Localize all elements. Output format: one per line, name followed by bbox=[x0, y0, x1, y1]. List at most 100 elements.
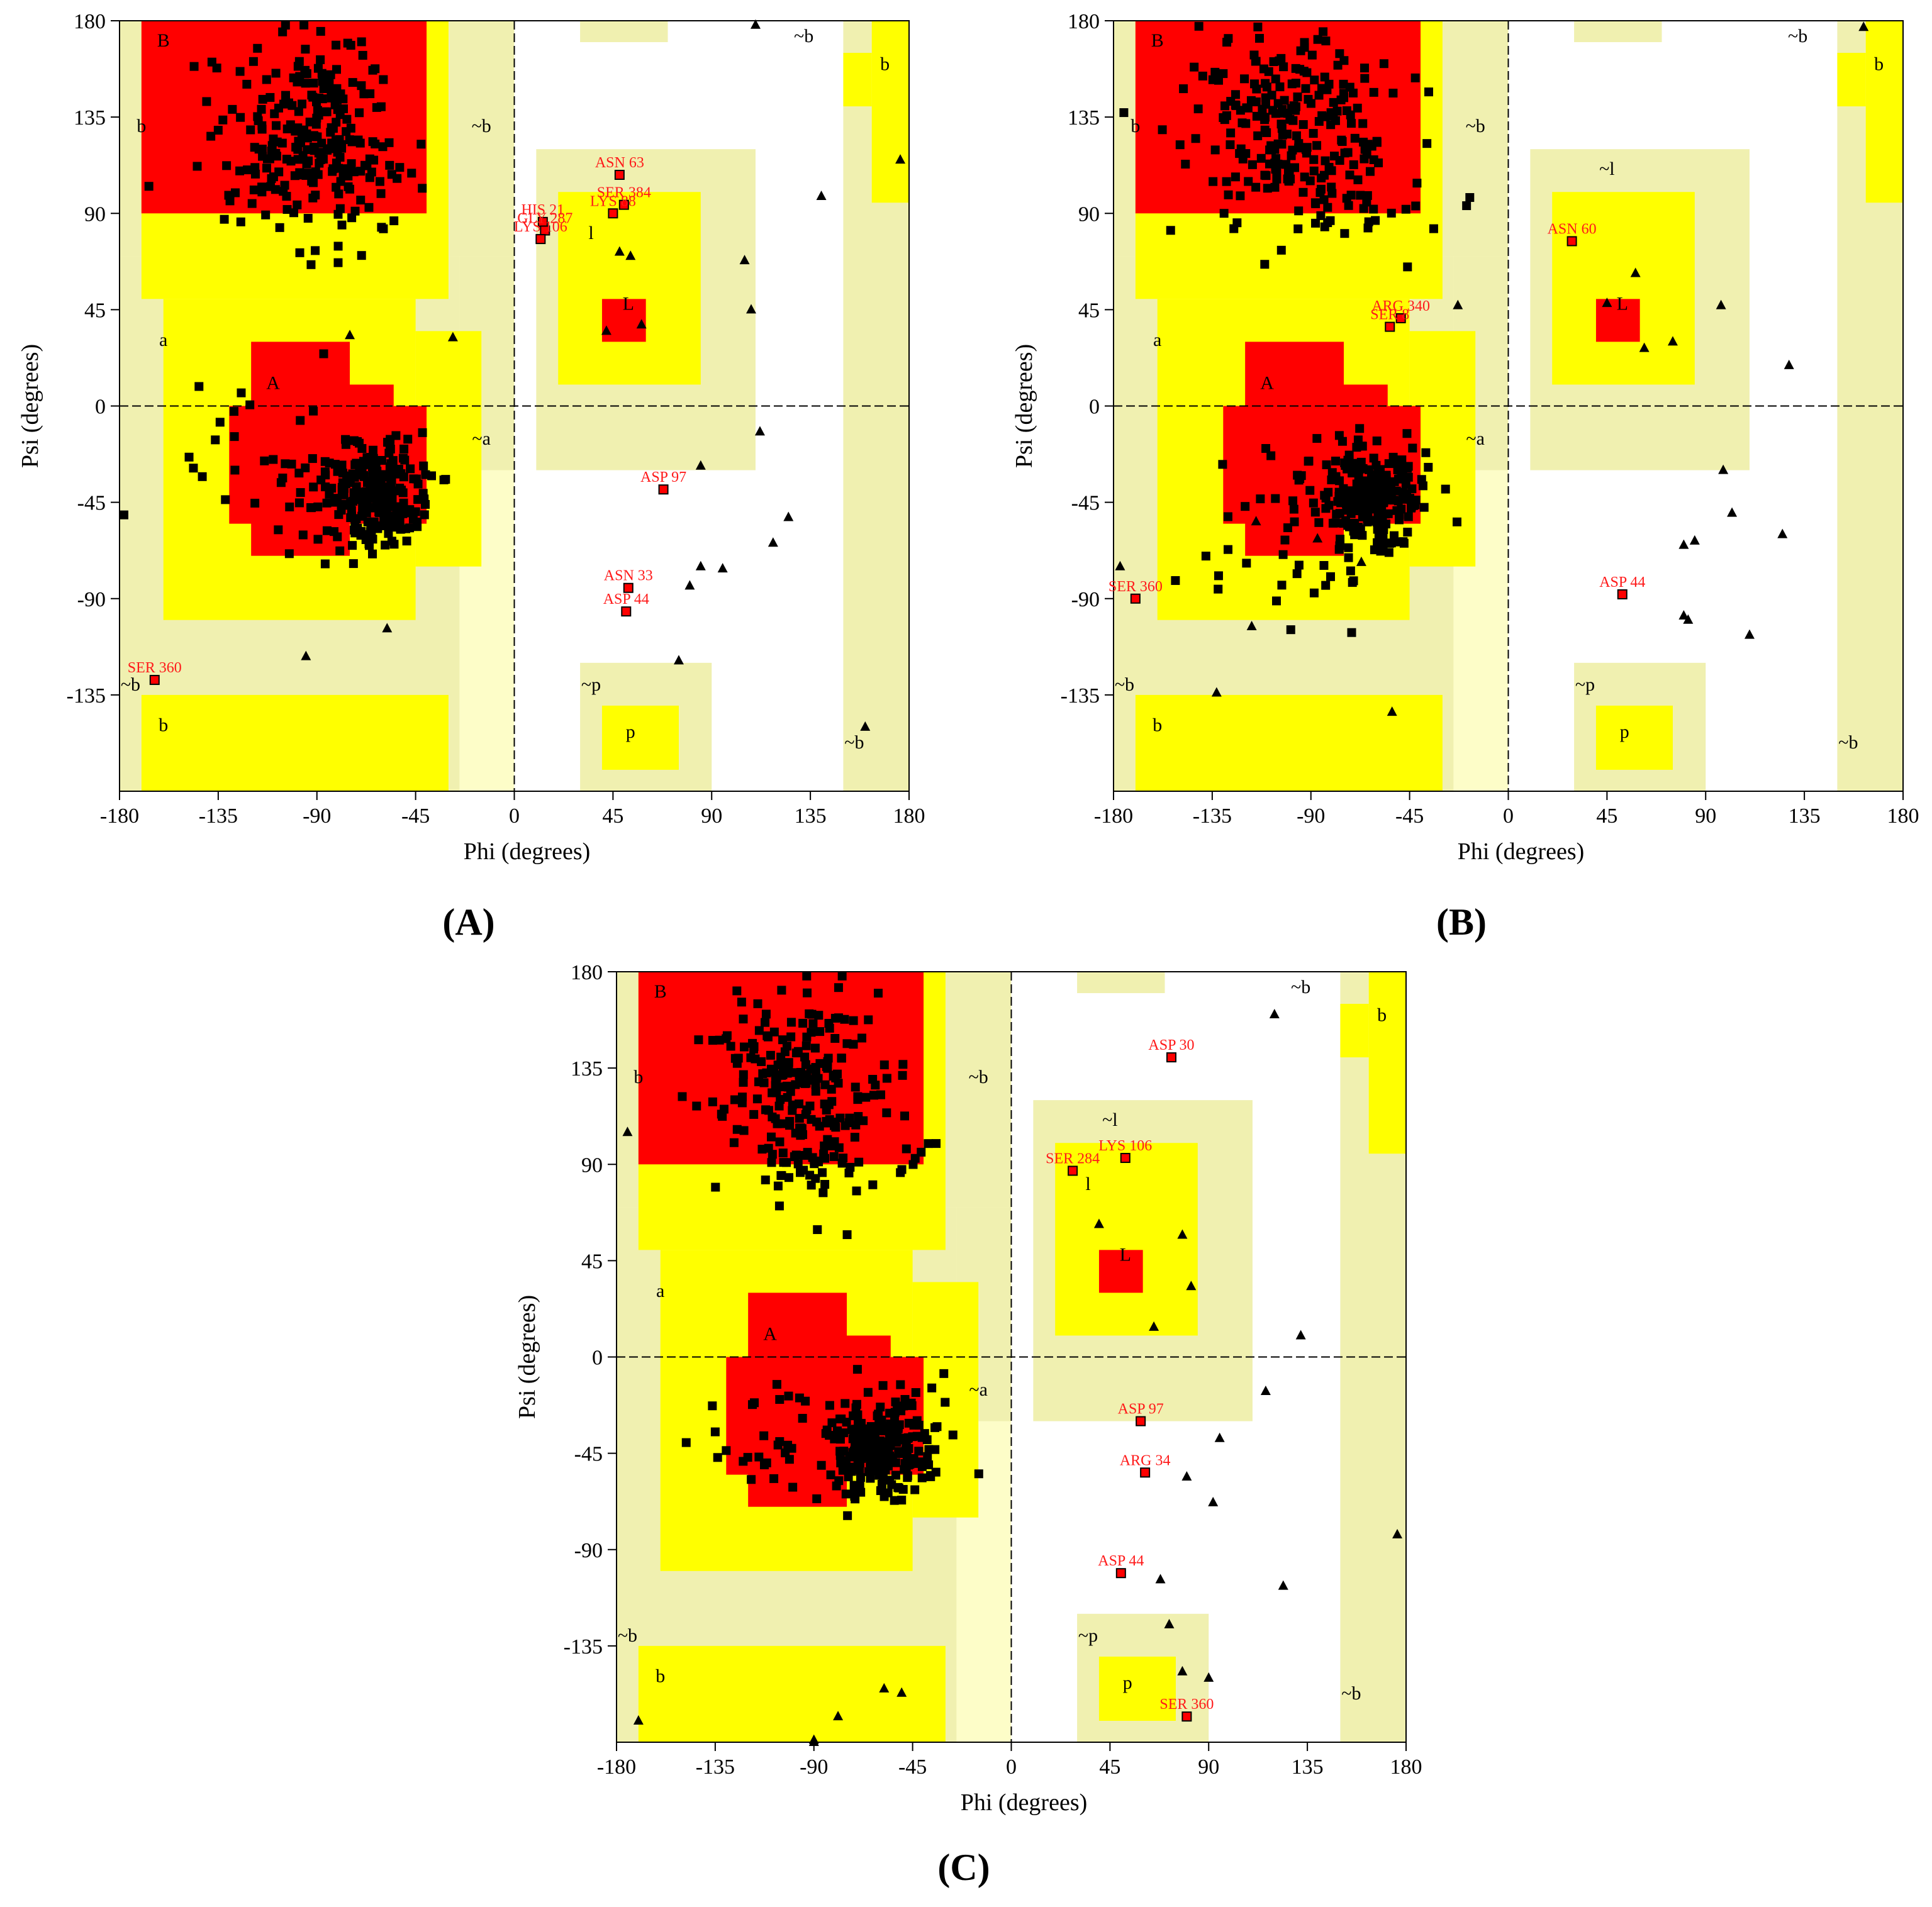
residue-point bbox=[810, 1043, 820, 1053]
outlier-label: LYS 88 bbox=[590, 193, 636, 209]
residue-point bbox=[1407, 484, 1417, 494]
residue-point bbox=[784, 1173, 793, 1182]
residue-point bbox=[805, 1009, 814, 1018]
residue-point bbox=[1305, 176, 1315, 186]
residue-point bbox=[864, 1467, 873, 1476]
residue-points bbox=[1119, 21, 1475, 637]
residue-point bbox=[1302, 68, 1312, 77]
region-core-block bbox=[316, 384, 394, 470]
residue-point bbox=[805, 1101, 815, 1111]
x-tick-label: -135 bbox=[696, 1755, 735, 1779]
residue-point bbox=[366, 524, 376, 533]
y-axis-title: Psi (degrees) bbox=[1011, 344, 1037, 468]
residue-point bbox=[1378, 539, 1388, 548]
residue-point bbox=[1309, 498, 1318, 508]
residue-point bbox=[1304, 457, 1313, 466]
outlier-label: SER 360 bbox=[1159, 1696, 1214, 1713]
residue-point bbox=[908, 1160, 918, 1169]
residue-point bbox=[844, 1168, 854, 1177]
residue-point bbox=[1370, 492, 1379, 501]
residue-point bbox=[248, 57, 258, 66]
residue-point bbox=[277, 138, 287, 148]
residue-point bbox=[1271, 494, 1280, 503]
residue-point bbox=[318, 71, 327, 81]
residue-point bbox=[791, 1150, 801, 1160]
residue-point bbox=[387, 537, 396, 546]
residue-point bbox=[1277, 140, 1287, 149]
residue-point bbox=[1351, 494, 1361, 503]
residue-point bbox=[1261, 443, 1271, 453]
residue-point bbox=[1321, 36, 1331, 46]
residue-point bbox=[332, 118, 341, 127]
residue-point bbox=[281, 20, 290, 30]
residue-point bbox=[1244, 177, 1253, 186]
residue-point bbox=[784, 1065, 793, 1074]
region-label: ~a bbox=[1466, 428, 1485, 449]
glycine-point bbox=[895, 154, 906, 164]
residue-point bbox=[1344, 201, 1353, 210]
residue-point bbox=[346, 40, 355, 50]
residue-point bbox=[876, 1403, 885, 1412]
residue-point bbox=[346, 513, 355, 523]
residue-point bbox=[1417, 475, 1426, 484]
residue-point bbox=[1286, 625, 1295, 635]
residue-point bbox=[1179, 84, 1188, 94]
glycine-point bbox=[601, 325, 611, 335]
residue-point bbox=[1253, 22, 1263, 31]
residue-point bbox=[815, 1027, 825, 1037]
residue-point bbox=[286, 120, 295, 130]
residue-point bbox=[1311, 218, 1321, 228]
region-label: B bbox=[157, 30, 170, 51]
residue-point bbox=[249, 185, 259, 194]
outlier-label: ASP 97 bbox=[1118, 1401, 1164, 1418]
residue-point bbox=[1270, 182, 1280, 192]
residue-point bbox=[221, 495, 230, 504]
residue-point bbox=[1224, 34, 1233, 43]
residue-point bbox=[692, 1101, 701, 1111]
residue-point bbox=[1395, 515, 1404, 525]
y-tick-label: 45 bbox=[84, 299, 106, 322]
region-label: b bbox=[634, 1067, 643, 1087]
residue-point bbox=[759, 1431, 769, 1440]
residue-point bbox=[824, 1054, 833, 1063]
outlier-point bbox=[1136, 1416, 1146, 1426]
residue-point bbox=[681, 1438, 691, 1447]
x-tick-label: 0 bbox=[509, 804, 520, 828]
region-allowed-block bbox=[1135, 694, 1443, 791]
residue-point bbox=[1399, 538, 1409, 548]
glycine-point bbox=[1211, 687, 1222, 697]
outlier-point bbox=[535, 234, 546, 245]
y-tick-label: -45 bbox=[1071, 492, 1100, 515]
residue-point bbox=[1339, 484, 1348, 493]
residue-point bbox=[1266, 451, 1276, 460]
residue-point bbox=[286, 157, 296, 166]
residue-point bbox=[864, 1015, 873, 1025]
glycine-point bbox=[1093, 1218, 1104, 1228]
residue-point bbox=[767, 1158, 776, 1167]
residue-points bbox=[678, 971, 983, 1520]
residue-point bbox=[1237, 118, 1247, 128]
residue-point bbox=[1301, 84, 1310, 93]
residue-point bbox=[420, 494, 429, 504]
residue-point bbox=[262, 75, 271, 84]
residue-point bbox=[313, 502, 323, 511]
residue-point bbox=[786, 1018, 796, 1027]
residue-point bbox=[368, 549, 377, 559]
residue-point bbox=[837, 1159, 847, 1168]
residue-point bbox=[842, 1230, 852, 1240]
residue-point bbox=[1285, 114, 1295, 124]
residue-point bbox=[235, 166, 245, 175]
y-tick-label: 180 bbox=[74, 10, 106, 33]
residue-point bbox=[777, 986, 786, 995]
residue-point bbox=[1441, 484, 1450, 494]
residue-point bbox=[772, 1088, 781, 1098]
residue-point bbox=[801, 1041, 811, 1050]
region-label: ~l bbox=[1599, 158, 1615, 179]
residue-point bbox=[1314, 91, 1324, 100]
residue-point bbox=[853, 1465, 863, 1474]
residue-point bbox=[1210, 67, 1220, 77]
residue-point bbox=[1316, 211, 1326, 220]
residue-point bbox=[874, 1471, 884, 1480]
residue-point bbox=[1375, 474, 1384, 484]
residue-point bbox=[786, 1087, 795, 1096]
